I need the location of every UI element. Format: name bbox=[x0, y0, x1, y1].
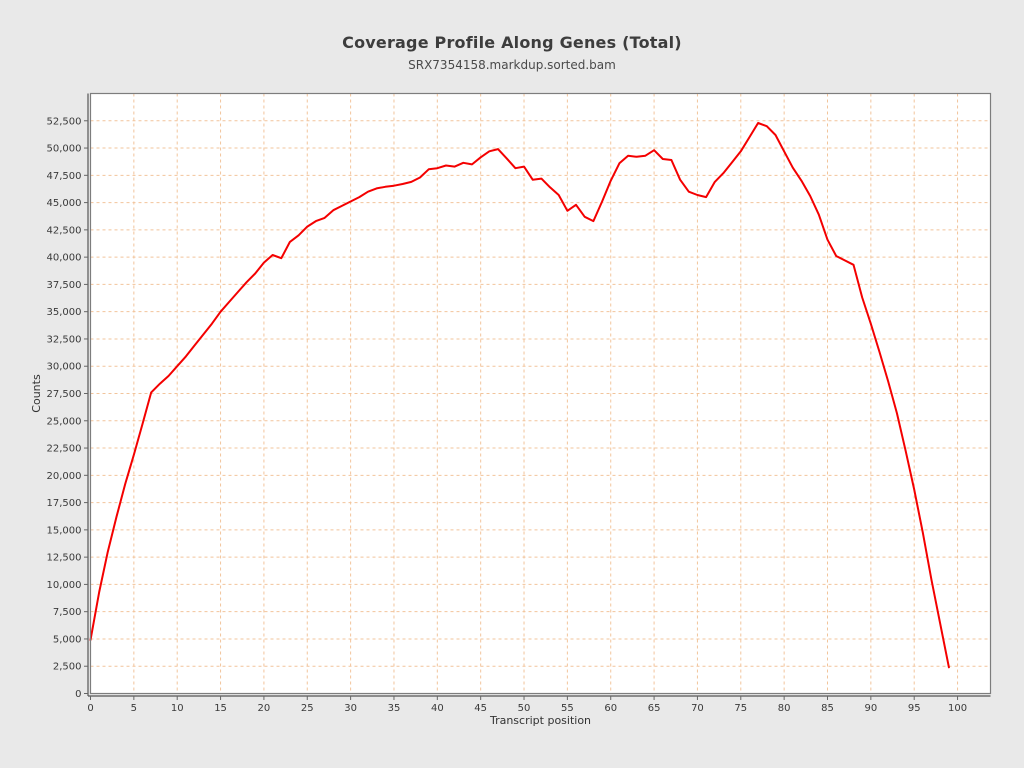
tick-marks bbox=[84, 120, 959, 700]
y-tick-label: 10,000 bbox=[47, 580, 82, 591]
x-tick-label: 75 bbox=[734, 703, 747, 714]
y-tick-label: 30,000 bbox=[47, 362, 82, 373]
y-tick-label: 15,000 bbox=[47, 525, 82, 536]
y-tick-label: 45,000 bbox=[47, 198, 82, 209]
coverage-line bbox=[89, 122, 950, 669]
x-axis-title: Transcript position bbox=[489, 714, 591, 727]
y-tick-label: 42,500 bbox=[47, 225, 82, 236]
x-tick-label: 85 bbox=[821, 703, 834, 714]
gridlines bbox=[90, 93, 991, 694]
y-tick-label: 2,500 bbox=[53, 662, 82, 673]
x-tick-label: 90 bbox=[864, 703, 877, 714]
chart-subtitle: SRX7354158.markdup.sorted.bam bbox=[408, 58, 616, 72]
x-tick-label: 95 bbox=[908, 703, 921, 714]
x-tick-label: 5 bbox=[131, 703, 137, 714]
chart-title: Coverage Profile Along Genes (Total) bbox=[342, 33, 682, 52]
y-tick-label: 32,500 bbox=[47, 334, 82, 345]
y-tick-label: 37,500 bbox=[47, 280, 82, 291]
y-tick-label: 0 bbox=[75, 689, 81, 700]
y-tick-label: 40,000 bbox=[47, 253, 82, 264]
tick-labels: 0 5 10 15 20 25 30 35 40 45 50 55 60 65 70 75 80 85 90 95 10… bbox=[47, 116, 968, 714]
x-tick-label: 55 bbox=[561, 703, 574, 714]
x-tick-label: 20 bbox=[258, 703, 271, 714]
x-tick-label: 50 bbox=[518, 703, 531, 714]
x-tick-label: 10 bbox=[171, 703, 184, 714]
y-axis-title: Counts bbox=[30, 374, 43, 413]
x-tick-label: 15 bbox=[214, 703, 227, 714]
y-tick-label: 12,500 bbox=[47, 553, 82, 564]
x-tick-label: 40 bbox=[431, 703, 444, 714]
y-tick-label: 17,500 bbox=[47, 498, 82, 509]
x-tick-label: 45 bbox=[474, 703, 487, 714]
y-tick-label: 20,000 bbox=[47, 471, 82, 482]
y-tick-label: 47,500 bbox=[47, 171, 82, 182]
y-tick-label: 5,000 bbox=[53, 634, 82, 645]
y-tick-label: 52,500 bbox=[47, 116, 82, 127]
plot-frame bbox=[89, 92, 992, 695]
y-tick-label: 7,500 bbox=[53, 607, 82, 618]
x-tick-label: 0 bbox=[87, 703, 93, 714]
x-tick-label: 25 bbox=[301, 703, 314, 714]
y-tick-label: 22,500 bbox=[47, 444, 82, 455]
y-tick-label: 27,500 bbox=[47, 389, 82, 400]
y-tick-label: 35,000 bbox=[47, 307, 82, 318]
y-tick-label: 25,000 bbox=[47, 416, 82, 427]
x-tick-label: 35 bbox=[388, 703, 401, 714]
x-tick-label: 30 bbox=[344, 703, 357, 714]
x-tick-label: 65 bbox=[648, 703, 661, 714]
x-tick-label: 100 bbox=[948, 703, 967, 714]
y-tick-label: 50,000 bbox=[47, 144, 82, 155]
x-tick-label: 60 bbox=[604, 703, 617, 714]
x-tick-label: 70 bbox=[691, 703, 704, 714]
x-tick-label: 80 bbox=[778, 703, 791, 714]
